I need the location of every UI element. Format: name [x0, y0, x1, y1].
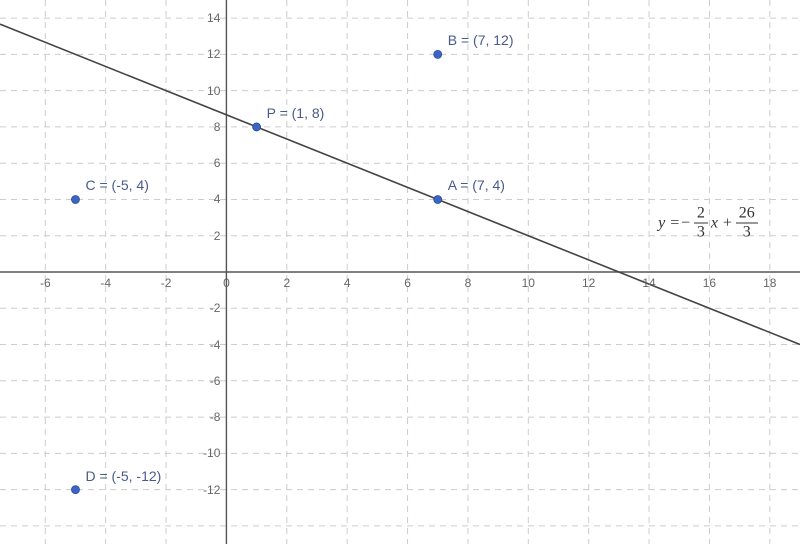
y-tick-label: -10: [203, 446, 226, 460]
point-label-B: B = (7, 12): [448, 32, 514, 48]
x-tick-label: -6: [40, 276, 51, 290]
point-label-A: A = (7, 4): [448, 177, 505, 193]
x-tick-label: 0: [223, 276, 230, 290]
point-label-P: P = (1, 8): [267, 105, 325, 121]
y-tick-label: 2: [214, 229, 227, 243]
x-tick-label: 4: [344, 276, 351, 290]
line-equation: y = −23 x + 263: [658, 206, 761, 241]
x-tick-label: 10: [522, 276, 535, 290]
x-tick-label: 16: [703, 276, 716, 290]
x-tick-label: 12: [582, 276, 595, 290]
y-tick-label: 8: [214, 120, 227, 134]
x-tick-label: -4: [100, 276, 111, 290]
y-tick-label: -12: [203, 483, 226, 497]
y-tick-label: 12: [207, 47, 226, 61]
point-label-C: C = (-5, 4): [85, 177, 148, 193]
coordinate-plane: -6 -4 -2 0 2 4 6 8 10 12 14 16 18 -12 -10 -8 -6 -4 -2 2 4 6 8 1…: [0, 0, 800, 544]
y-tick-label: 6: [214, 156, 227, 170]
y-tick-label: 4: [214, 192, 227, 206]
x-tick-label: -2: [161, 276, 172, 290]
plot-svg: [0, 0, 800, 544]
y-tick-label: -6: [210, 374, 227, 388]
y-tick-label: 14: [207, 11, 226, 25]
point-label-D: D = (-5, -12): [85, 468, 161, 484]
x-tick-label: 14: [642, 276, 655, 290]
x-tick-label: 18: [763, 276, 776, 290]
x-tick-label: 8: [465, 276, 472, 290]
y-tick-label: -8: [210, 410, 227, 424]
y-tick-label: 10: [207, 84, 226, 98]
y-tick-label: -2: [210, 301, 227, 315]
x-tick-label: 2: [283, 276, 290, 290]
y-tick-label: -4: [210, 338, 227, 352]
x-tick-label: 6: [404, 276, 411, 290]
